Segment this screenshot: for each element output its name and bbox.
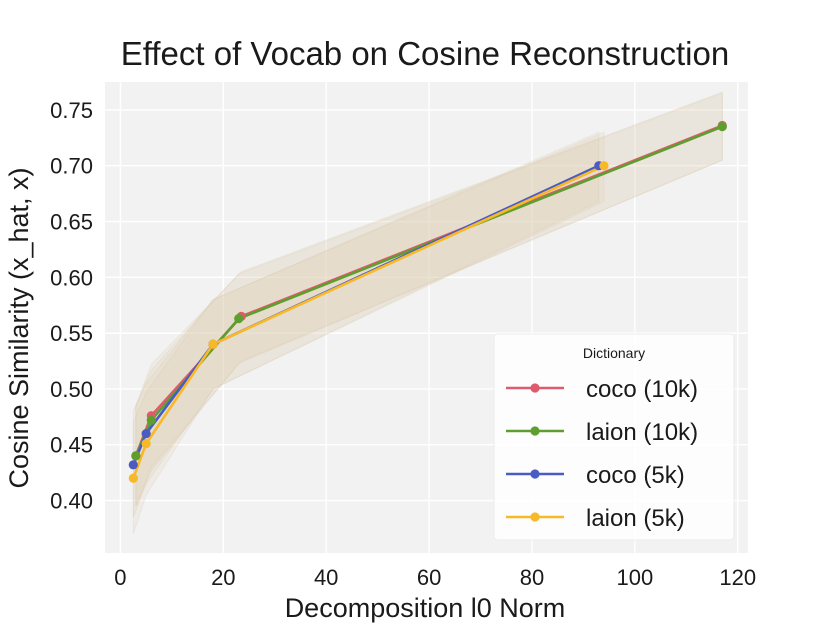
x-tick-label: 20 — [211, 565, 235, 590]
data-point — [717, 122, 727, 132]
confidence-band — [132, 131, 605, 535]
data-point — [141, 439, 151, 449]
legend-items: coco (10k) laion (10k) coco (5k) laion (5k) — [506, 376, 698, 532]
legend-swatch-marker — [530, 383, 540, 393]
legend: Dictionary coco (10k) laion (10k) coco (5k… — [493, 333, 735, 541]
y-tick-label: 0.75 — [50, 98, 93, 123]
data-point — [141, 428, 151, 439]
legend-swatch-marker — [530, 469, 540, 479]
series-points — [128, 120, 727, 483]
data-point — [131, 451, 141, 461]
confidence-bands — [132, 91, 723, 535]
legend-label: laion (5k) — [586, 505, 685, 532]
y-tick-label: 0.45 — [50, 433, 93, 458]
legend-box — [493, 333, 735, 541]
confidence-band — [135, 92, 723, 507]
legend-title: Dictionary — [583, 345, 645, 361]
y-tick-label: 0.65 — [50, 210, 93, 235]
x-tick-label: 120 — [719, 565, 756, 590]
x-tick-label: 40 — [314, 565, 338, 590]
data-point — [128, 473, 138, 483]
series-line — [132, 164, 605, 479]
legend-label: coco (5k) — [586, 462, 685, 489]
legend-swatch-marker — [530, 512, 540, 522]
chart-title: Effect of Vocab on Cosine Reconstruction — [121, 35, 729, 72]
x-axis-label: Decomposition l0 Norm — [285, 593, 566, 623]
data-point — [234, 314, 244, 324]
legend-label: laion (10k) — [586, 419, 698, 446]
y-tick-label: 0.55 — [50, 321, 93, 346]
x-tick-labels: 0 20 40 60 80 100 120 — [114, 565, 756, 590]
y-tick-label: 0.60 — [50, 265, 93, 290]
data-point — [146, 415, 156, 425]
legend-label: coco (10k) — [586, 376, 698, 403]
x-tick-label: 0 — [114, 565, 126, 590]
y-axis-label: Cosine Similarity (x_hat, x) — [4, 167, 34, 488]
y-tick-labels: 0.40 0.45 0.50 0.55 0.60 0.65 0.70 0.75 — [50, 98, 93, 514]
y-tick-label: 0.50 — [50, 377, 93, 402]
x-tick-label: 80 — [520, 565, 544, 590]
legend-swatch-marker — [530, 426, 540, 436]
x-tick-label: 60 — [417, 565, 441, 590]
y-tick-label: 0.70 — [50, 154, 93, 179]
x-tick-label: 100 — [616, 565, 653, 590]
confidence-band — [132, 131, 600, 518]
data-point — [128, 460, 138, 470]
confidence-band — [135, 91, 723, 507]
data-point — [208, 339, 218, 349]
data-point — [599, 161, 609, 171]
y-tick-label: 0.40 — [50, 489, 93, 514]
